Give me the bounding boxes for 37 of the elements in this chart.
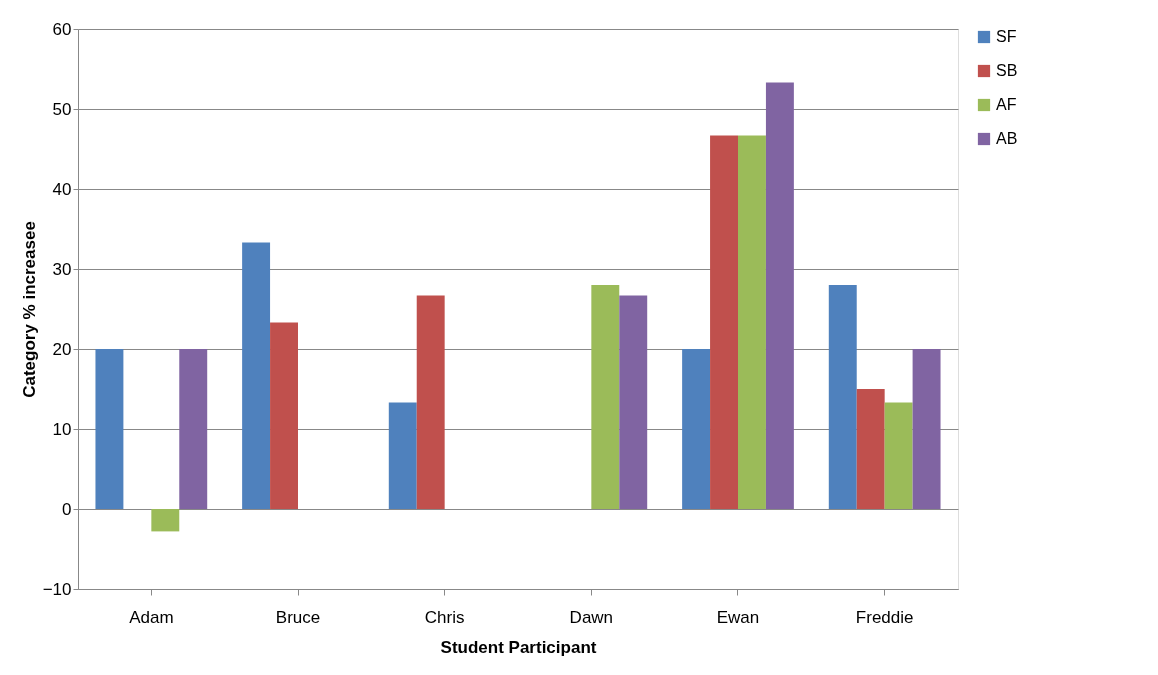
bar [270, 322, 298, 509]
x-tick-label: Chris [424, 607, 465, 627]
bar [710, 135, 738, 509]
legend-label: AF [996, 96, 1017, 113]
y-tick-label: 20 [52, 339, 72, 359]
y-tick-label: 10 [52, 419, 72, 439]
legend-label: AB [996, 130, 1018, 147]
x-axis-title: Student Participant [440, 637, 597, 657]
x-tick-label: Bruce [275, 607, 321, 627]
y-tick-label: 50 [52, 99, 72, 119]
bar [856, 389, 885, 509]
x-tick-label: Adam [129, 607, 174, 627]
x-tick-label: Dawn [569, 607, 614, 627]
bar [388, 402, 417, 509]
bar [912, 349, 941, 509]
legend-label: SB [996, 62, 1018, 79]
bar [591, 285, 620, 509]
bar [179, 349, 208, 509]
legend-label: SF [996, 28, 1017, 45]
x-tick-label: Ewan [716, 607, 760, 627]
y-tick-label: 40 [52, 179, 72, 199]
bar [682, 349, 711, 509]
y-tick-label: 60 [52, 19, 72, 39]
bar [242, 242, 271, 509]
bar [884, 402, 913, 509]
x-tick-label: Freddie [855, 607, 914, 627]
y-tick-label: 0 [62, 499, 72, 519]
bar [765, 82, 794, 509]
bar [828, 285, 857, 509]
y-tick-label: −10 [42, 579, 72, 599]
bar [619, 295, 648, 509]
y-tick-label: 30 [52, 259, 72, 279]
y-axis-title: Category % increasee [19, 221, 39, 398]
bar [95, 349, 124, 509]
bar [151, 509, 180, 532]
bar [738, 135, 766, 509]
bar [416, 295, 445, 509]
